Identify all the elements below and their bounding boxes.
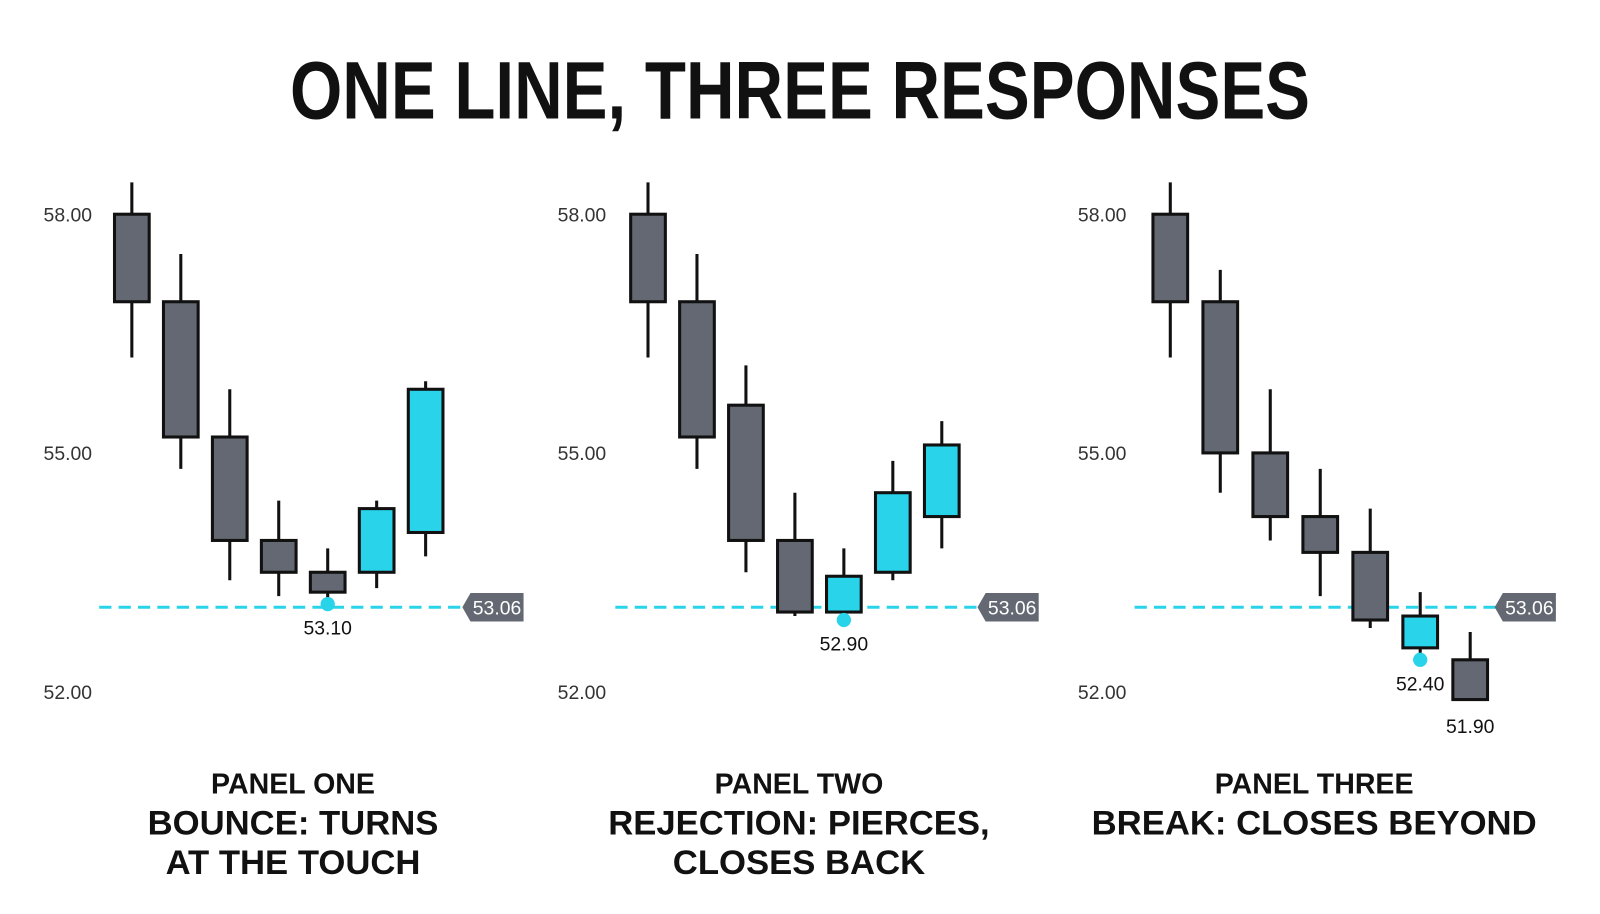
- y-tick-label: 55.00: [44, 443, 93, 465]
- y-tick-label: 52.00: [558, 682, 607, 704]
- candle-body: [161, 300, 200, 439]
- panel-caption: BOUNCE: TURNS: [148, 804, 439, 842]
- candle-body: [1301, 515, 1340, 554]
- y-tick-label: 58.00: [1078, 204, 1127, 226]
- candle-body: [922, 443, 961, 519]
- candle-body: [873, 491, 912, 574]
- candle-body: [1251, 451, 1290, 519]
- candle-body: [210, 435, 249, 542]
- low-marker: [320, 596, 335, 612]
- y-tick-label: 52.00: [1078, 682, 1127, 704]
- candle-body: [1451, 658, 1490, 702]
- level-label: 53.06: [1505, 597, 1554, 619]
- candle-body: [1401, 614, 1440, 650]
- low-label: 52.90: [820, 634, 869, 656]
- level-label-box: [462, 592, 524, 622]
- low-marker: [1413, 652, 1428, 667]
- panel-caption: CLOSES BACK: [673, 844, 925, 882]
- close-label: 51.90: [1446, 716, 1495, 738]
- candle-body: [308, 570, 347, 594]
- y-tick-label: 55.00: [1078, 443, 1127, 465]
- y-tick-label: 52.00: [44, 682, 93, 704]
- level-label: 53.06: [988, 597, 1037, 619]
- candle-body: [259, 538, 298, 574]
- candle-body: [406, 387, 445, 535]
- panel-caption: AT THE TOUCH: [166, 844, 421, 882]
- panel-caption: REJECTION: PIERCES,: [608, 804, 989, 842]
- candle-body: [1351, 550, 1390, 622]
- candle-body: [629, 212, 667, 304]
- level-label-box: [1494, 592, 1556, 622]
- level-label: 53.06: [473, 597, 522, 619]
- panel-title: PANEL ONE: [211, 769, 375, 801]
- candle-body: [776, 538, 814, 614]
- candle-body: [1201, 300, 1240, 455]
- candle-body: [727, 403, 765, 542]
- y-tick-label: 58.00: [44, 204, 93, 226]
- panel-title: PANEL THREE: [1215, 769, 1414, 801]
- low-label: 53.10: [303, 618, 352, 640]
- candle-body: [357, 507, 396, 574]
- chart-title: ONE LINE, THREE RESPONSES: [290, 45, 1310, 136]
- candle-body: [112, 212, 151, 304]
- low-label: 52.40: [1396, 673, 1445, 695]
- candle-body: [824, 574, 863, 614]
- candle-body: [1151, 212, 1190, 304]
- low-marker: [836, 612, 852, 628]
- panel-title: PANEL TWO: [715, 769, 884, 801]
- level-label-box: [977, 592, 1039, 622]
- y-tick-label: 55.00: [558, 443, 607, 465]
- panel-caption: BREAK: CLOSES BEYOND: [1092, 804, 1537, 842]
- y-tick-label: 58.00: [558, 204, 607, 226]
- candle-body: [678, 300, 716, 439]
